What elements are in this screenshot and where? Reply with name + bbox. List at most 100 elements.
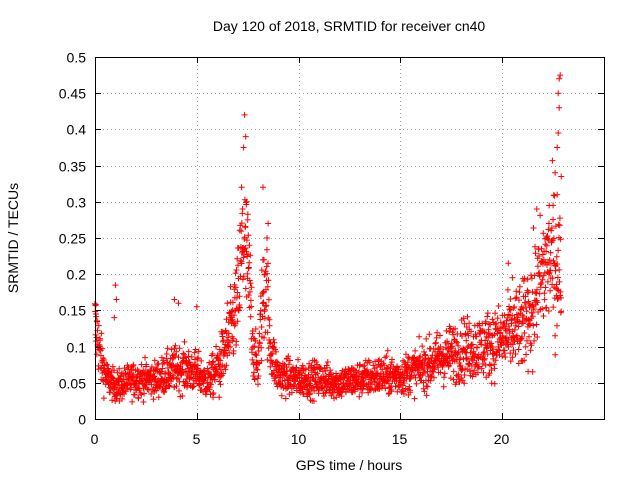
data-point (343, 389, 349, 396)
data-point (260, 299, 267, 306)
data-point (142, 354, 148, 361)
data-point (539, 276, 546, 283)
data-point (424, 368, 431, 375)
data-point (173, 383, 180, 390)
data-point (389, 356, 395, 363)
data-point (237, 304, 243, 311)
data-point (105, 365, 112, 372)
data-points (92, 72, 565, 405)
data-point (171, 296, 178, 303)
data-point (198, 357, 205, 364)
data-point (509, 354, 516, 361)
data-point (488, 367, 495, 373)
data-point (556, 266, 563, 273)
data-point (488, 380, 495, 387)
data-point (533, 321, 540, 328)
data-point (196, 382, 203, 389)
data-point (543, 304, 550, 311)
data-point (273, 358, 280, 365)
data-point (432, 340, 439, 347)
data-point (468, 328, 475, 335)
data-point (223, 362, 230, 369)
y-tick-label: 0.05 (59, 376, 86, 392)
data-point (383, 371, 390, 378)
data-point (550, 216, 556, 223)
data-point (447, 360, 454, 367)
data-point (529, 309, 536, 316)
data-point (461, 380, 468, 387)
data-point (356, 393, 363, 400)
data-point (261, 256, 267, 263)
data-point (93, 334, 100, 341)
data-point (539, 305, 546, 312)
data-point (496, 351, 503, 358)
data-point (216, 394, 223, 401)
data-point (296, 371, 303, 378)
data-point (261, 306, 268, 313)
data-point (148, 381, 155, 388)
data-point (424, 383, 431, 390)
data-point (512, 295, 519, 302)
data-point (492, 357, 499, 364)
data-point (433, 334, 440, 341)
data-point (248, 284, 255, 291)
data-point (249, 344, 256, 351)
y-tick-label: 0.25 (59, 231, 86, 247)
data-point (416, 333, 423, 340)
data-point (474, 369, 481, 376)
data-point (455, 342, 462, 349)
data-point (456, 378, 463, 385)
data-point (232, 270, 239, 277)
data-point (453, 338, 460, 345)
data-point (541, 290, 548, 297)
data-point (523, 351, 530, 358)
data-point (366, 359, 373, 366)
data-point (237, 257, 244, 264)
data-point (554, 274, 561, 281)
data-point (93, 351, 100, 358)
data-point (170, 374, 177, 381)
data-point (287, 357, 293, 364)
data-point (421, 366, 428, 373)
data-point (357, 361, 363, 368)
data-point (243, 237, 250, 244)
data-point (254, 366, 261, 373)
data-point (554, 191, 561, 198)
data-point (97, 337, 104, 344)
data-point (484, 310, 491, 317)
data-point (528, 342, 535, 349)
data-point (238, 228, 245, 235)
data-point (419, 343, 426, 350)
data-point (209, 350, 216, 357)
data-point (462, 349, 469, 356)
data-point (116, 365, 123, 372)
y-axis-label: SRMTID / TECUs (5, 183, 21, 293)
data-point (509, 312, 516, 319)
data-point (437, 332, 443, 339)
data-point (556, 222, 563, 229)
data-point (230, 347, 237, 354)
data-point (534, 263, 541, 270)
data-point (497, 319, 504, 326)
data-point (521, 275, 528, 282)
data-point (511, 303, 518, 310)
data-point (182, 354, 189, 361)
data-point (323, 364, 330, 371)
data-point (185, 348, 192, 355)
data-point (245, 232, 252, 239)
data-point (129, 398, 136, 405)
data-point (360, 363, 367, 370)
data-point (295, 356, 301, 363)
data-point (525, 289, 532, 296)
data-point (214, 369, 221, 375)
data-point (229, 316, 236, 323)
data-point (249, 349, 255, 356)
data-point (527, 320, 534, 327)
data-point (227, 283, 234, 290)
data-point (250, 373, 257, 379)
data-point (544, 262, 550, 268)
data-point (217, 357, 224, 364)
data-point (552, 332, 559, 339)
data-point (413, 380, 420, 387)
